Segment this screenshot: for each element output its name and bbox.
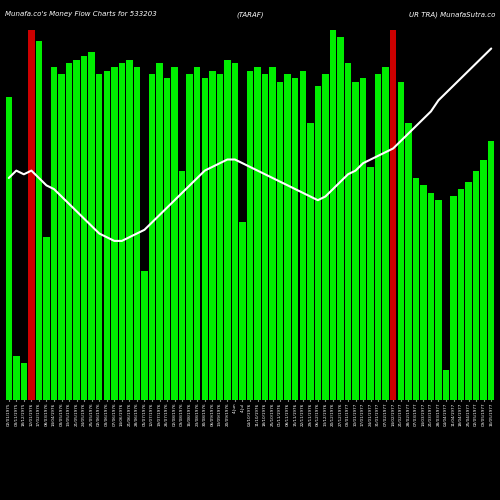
Bar: [186, 74, 193, 400]
Bar: [149, 74, 155, 400]
Bar: [81, 56, 87, 400]
Bar: [352, 82, 358, 400]
Bar: [428, 193, 434, 400]
Bar: [375, 74, 382, 400]
Bar: [420, 186, 426, 400]
Bar: [51, 67, 57, 400]
Bar: [247, 70, 253, 400]
Bar: [126, 60, 132, 400]
Bar: [262, 74, 268, 400]
Bar: [179, 170, 186, 400]
Bar: [88, 52, 95, 400]
Bar: [436, 200, 442, 400]
Bar: [412, 178, 419, 400]
Bar: [284, 74, 291, 400]
Bar: [300, 70, 306, 400]
Bar: [382, 67, 389, 400]
Bar: [488, 141, 494, 400]
Text: (TARAF): (TARAF): [236, 11, 264, 18]
Bar: [277, 82, 283, 400]
Bar: [405, 122, 411, 400]
Bar: [164, 78, 170, 400]
Bar: [6, 96, 12, 400]
Bar: [58, 74, 64, 400]
Text: UR TRA) MunafaSutra.co: UR TRA) MunafaSutra.co: [408, 11, 495, 18]
Bar: [368, 167, 374, 400]
Bar: [216, 74, 223, 400]
Bar: [96, 74, 102, 400]
Bar: [443, 370, 449, 400]
Bar: [345, 64, 351, 400]
Bar: [74, 60, 80, 400]
Bar: [254, 67, 260, 400]
Text: Munafa.co's Money Flow Charts for 533203: Munafa.co's Money Flow Charts for 533203: [5, 11, 157, 17]
Bar: [142, 270, 148, 400]
Bar: [118, 64, 125, 400]
Bar: [450, 196, 456, 400]
Bar: [36, 41, 42, 400]
Bar: [111, 67, 117, 400]
Bar: [194, 67, 200, 400]
Bar: [13, 356, 20, 400]
Bar: [330, 30, 336, 400]
Bar: [202, 78, 208, 400]
Bar: [338, 38, 344, 400]
Bar: [480, 160, 487, 400]
Bar: [360, 78, 366, 400]
Bar: [458, 189, 464, 400]
Bar: [156, 64, 162, 400]
Bar: [398, 82, 404, 400]
Bar: [44, 237, 50, 400]
Bar: [28, 30, 34, 400]
Bar: [292, 78, 298, 400]
Bar: [232, 64, 238, 400]
Bar: [466, 182, 472, 400]
Bar: [20, 363, 27, 400]
Bar: [270, 67, 276, 400]
Bar: [134, 67, 140, 400]
Bar: [104, 70, 110, 400]
Bar: [209, 70, 216, 400]
Bar: [314, 86, 321, 400]
Bar: [172, 67, 178, 400]
Bar: [240, 222, 246, 400]
Bar: [307, 122, 314, 400]
Bar: [390, 30, 396, 400]
Bar: [224, 60, 230, 400]
Bar: [66, 64, 72, 400]
Bar: [473, 170, 480, 400]
Bar: [322, 74, 328, 400]
